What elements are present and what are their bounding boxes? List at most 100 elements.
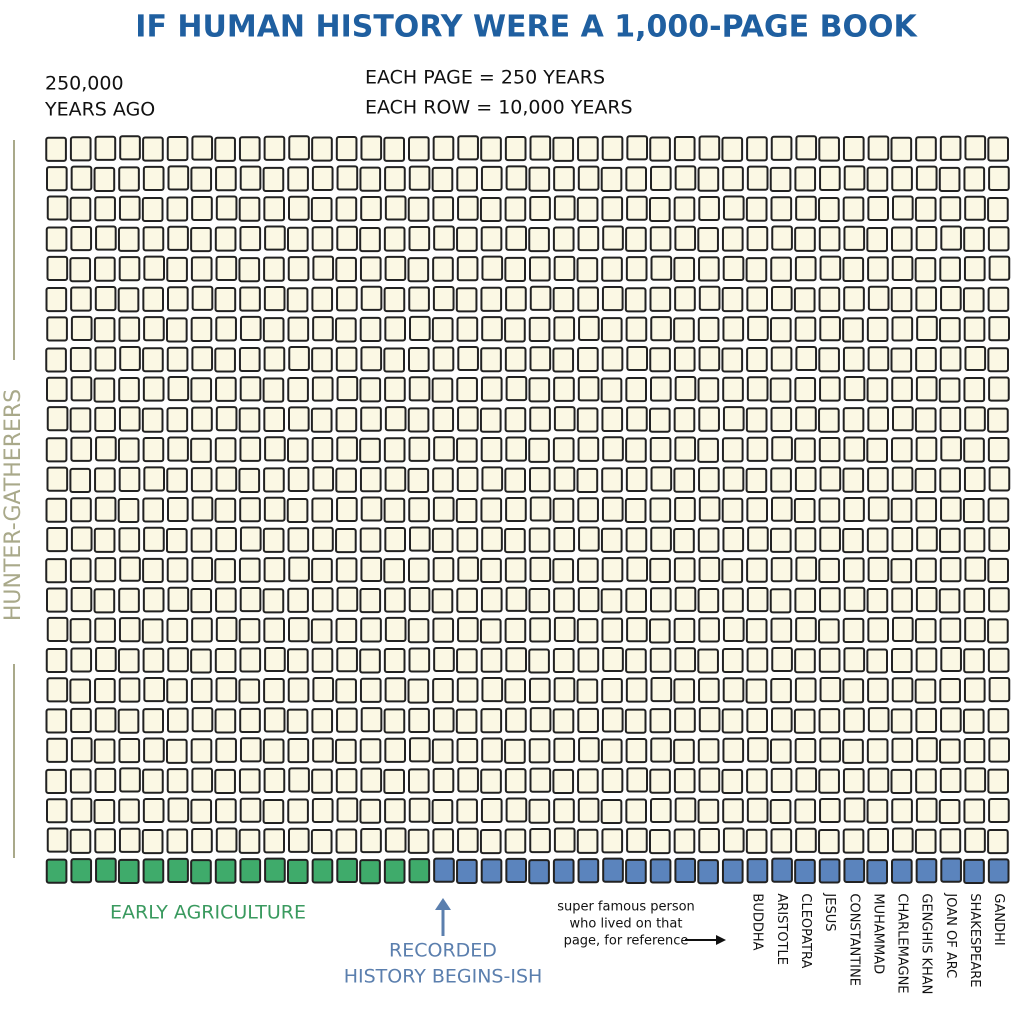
page	[359, 859, 381, 885]
page	[843, 436, 866, 462]
page	[529, 496, 552, 522]
page	[288, 556, 310, 582]
page	[118, 377, 140, 403]
page	[818, 708, 841, 734]
page	[747, 526, 769, 552]
page	[360, 828, 382, 854]
page	[624, 287, 647, 313]
person-name: BUDDHA	[750, 893, 765, 950]
page	[528, 316, 551, 342]
page	[819, 316, 841, 342]
page	[673, 317, 695, 343]
page	[747, 737, 769, 763]
page	[456, 648, 478, 674]
page	[45, 136, 67, 162]
page	[649, 768, 671, 794]
page	[360, 707, 383, 733]
page	[964, 556, 987, 582]
page	[601, 346, 624, 372]
page	[455, 287, 478, 313]
page	[359, 227, 381, 253]
page	[408, 286, 430, 312]
reference-note: page, for reference	[564, 934, 689, 949]
page	[987, 768, 1009, 794]
page	[915, 226, 938, 252]
person-name: JESUS	[822, 892, 837, 931]
page	[988, 255, 1011, 281]
page	[987, 136, 1009, 162]
page	[239, 797, 262, 823]
page	[69, 768, 92, 794]
page	[697, 648, 719, 674]
page	[408, 226, 431, 252]
page	[577, 647, 600, 673]
page	[431, 377, 454, 403]
page	[190, 527, 213, 553]
page	[770, 527, 792, 553]
page	[166, 136, 189, 162]
page	[480, 376, 503, 402]
page	[626, 617, 648, 643]
page	[674, 165, 697, 191]
page	[479, 618, 502, 644]
page	[70, 376, 93, 402]
page	[383, 497, 406, 523]
page	[553, 195, 576, 221]
page	[262, 798, 285, 825]
page	[262, 166, 285, 192]
reference-note: super famous person	[557, 900, 695, 915]
page	[577, 768, 599, 794]
page	[239, 286, 261, 312]
page	[190, 467, 213, 493]
page	[336, 496, 358, 523]
page	[263, 406, 286, 432]
page	[384, 466, 407, 492]
page	[698, 406, 720, 432]
page	[601, 467, 623, 493]
page	[456, 738, 479, 764]
page	[890, 558, 913, 584]
page	[891, 858, 913, 884]
page	[866, 377, 889, 403]
page	[842, 256, 865, 282]
page	[818, 618, 840, 644]
page	[794, 798, 817, 824]
page	[771, 436, 793, 462]
page	[867, 285, 890, 311]
page	[118, 316, 141, 342]
page	[480, 136, 502, 162]
page	[577, 226, 600, 252]
page	[890, 347, 913, 373]
page	[601, 617, 624, 643]
page	[383, 768, 406, 794]
page	[673, 256, 696, 282]
page	[456, 437, 478, 463]
page	[457, 767, 479, 793]
page	[46, 166, 68, 192]
page	[600, 317, 623, 343]
page	[963, 527, 986, 553]
page	[287, 858, 309, 885]
page	[553, 466, 576, 492]
page	[141, 618, 164, 644]
page	[457, 617, 479, 643]
page	[697, 166, 720, 192]
page	[384, 316, 407, 342]
page	[577, 707, 599, 734]
page	[191, 496, 214, 522]
page	[262, 377, 285, 403]
page	[987, 829, 1009, 855]
page	[287, 738, 310, 764]
page	[335, 738, 357, 764]
page	[939, 527, 961, 553]
page	[118, 617, 141, 643]
page	[383, 858, 406, 884]
page	[818, 286, 841, 312]
page	[360, 135, 383, 161]
page	[118, 827, 141, 853]
page	[360, 767, 383, 793]
page	[383, 708, 406, 734]
page	[915, 557, 937, 583]
page	[577, 797, 600, 823]
